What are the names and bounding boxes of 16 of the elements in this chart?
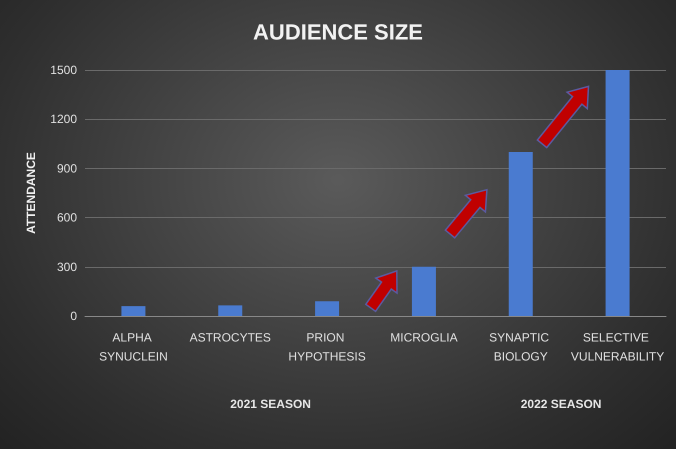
x-tick-label: MICROGLIA <box>390 330 458 344</box>
x-tick-label: SELECTIVE VULNERABILITY <box>570 330 664 364</box>
text: 2021 SEASON <box>230 397 311 411</box>
y-tick-label: 0 <box>70 309 78 323</box>
y-tick-label: 300 <box>56 260 78 274</box>
y-tick-label: 1500 <box>50 63 78 77</box>
y-tick-label: 900 <box>56 161 78 176</box>
x-tick-label: PRION HYPOTHESIS <box>288 330 366 364</box>
x-tick-label: SYNAPTIC BIOLOGY <box>489 330 552 364</box>
x-tick-label: ALPHA SYNUCLEIN <box>99 330 168 364</box>
x-tick-label: ASTROCYTES <box>190 330 271 344</box>
y-tick-label: 600 <box>56 210 78 225</box>
chart-title: AUDIENCE SIZE <box>253 20 423 44</box>
y-tick-label: 1200 <box>50 112 78 126</box>
text: 2022 SEASON <box>520 397 602 411</box>
y-axis-title: ATTENDANCE <box>24 152 38 234</box>
